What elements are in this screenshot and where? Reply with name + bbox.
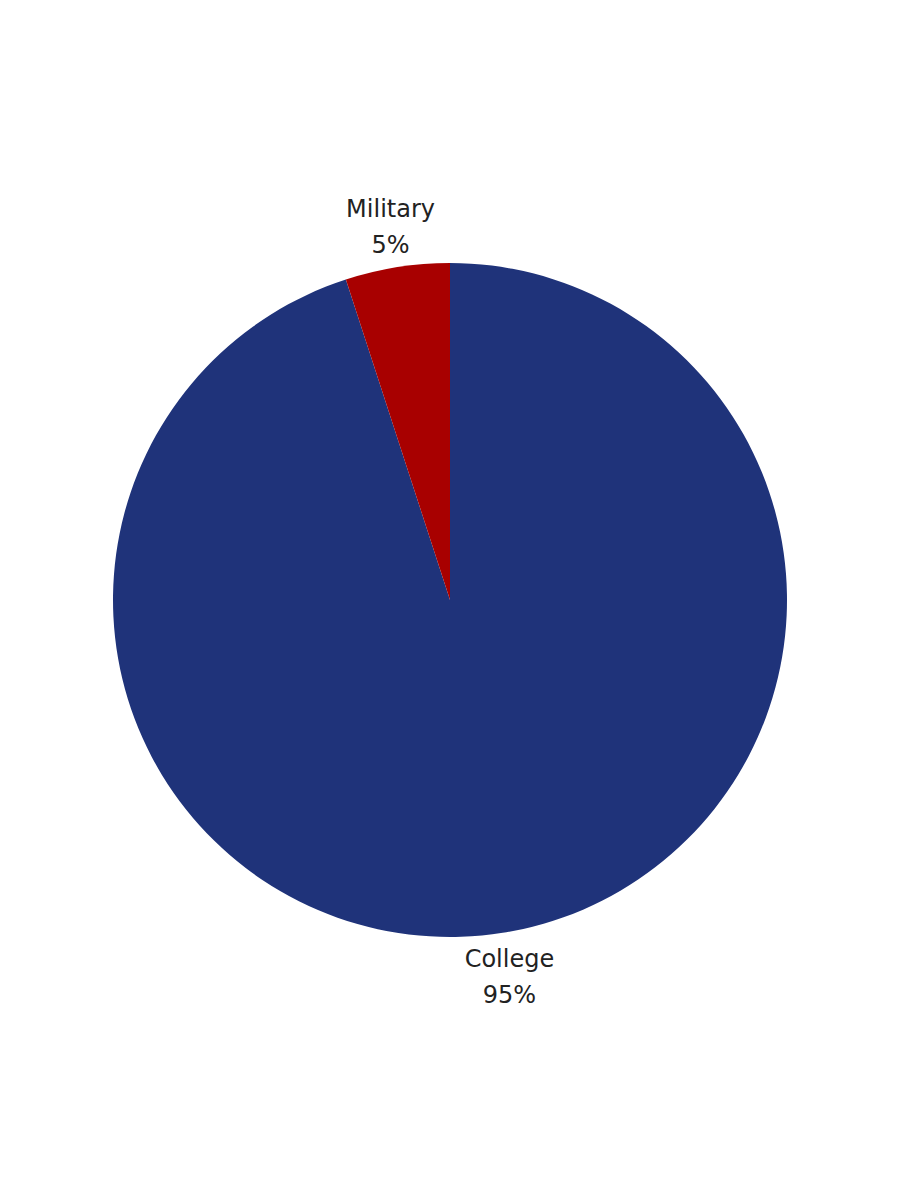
svg-text:College95%: College95% xyxy=(465,945,555,1009)
svg-text:Military5%: Military5% xyxy=(346,195,435,259)
